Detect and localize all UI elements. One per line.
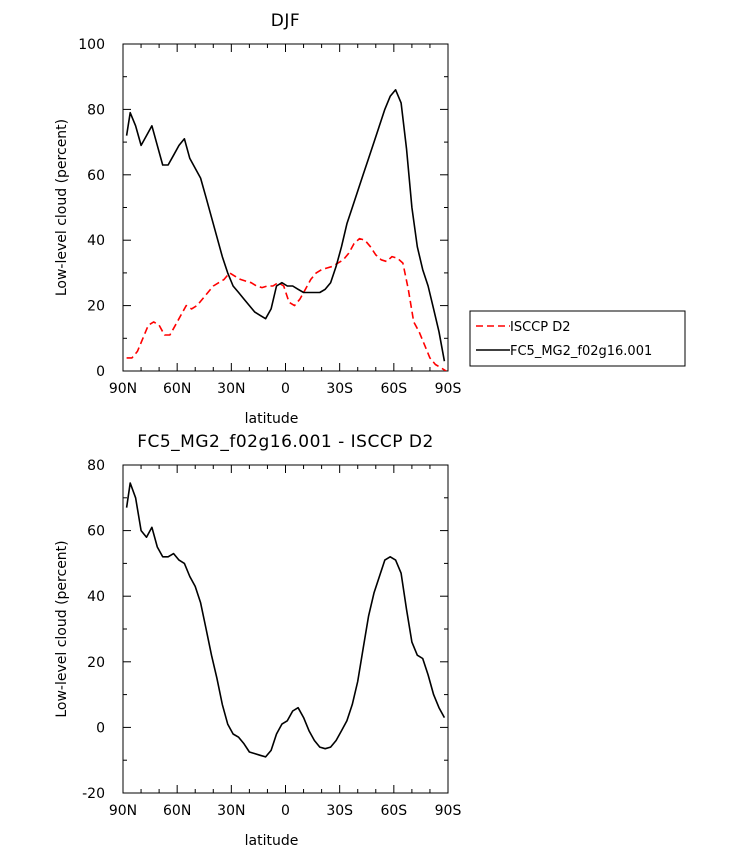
chart-title: FC5_MG2_f02g16.001 - ISCCP D2 (137, 432, 434, 452)
y-tick-label: 80 (87, 458, 105, 474)
x-tick-label: 90S (435, 803, 462, 819)
x-axis-label: latitude (245, 411, 299, 427)
y-tick-label: 20 (87, 655, 105, 671)
x-tick-label: 30N (217, 381, 245, 397)
plot-frame (122, 464, 449, 794)
y-tick-label: -20 (82, 786, 105, 802)
x-tick-label: 90N (109, 381, 137, 397)
series-line (125, 89, 446, 362)
y-axis-label: Low-level cloud (percent) (54, 119, 70, 296)
x-axis-label: latitude (245, 833, 299, 849)
series-line (125, 482, 446, 758)
legend: ISCCP D2 FC5_MG2_f02g16.001 (469, 310, 686, 367)
x-tick-label: 60N (163, 381, 191, 397)
y-tick-label: 60 (87, 168, 105, 184)
difference-panel: FC5_MG2_f02g16.001 - ISCCP D2 90N 60N 30N 0 3… (54, 432, 461, 849)
y-axis-label: Low-level cloud (percent) (54, 540, 70, 717)
series-line (126, 237, 447, 371)
y-tick-label: 80 (87, 102, 105, 118)
legend-box (469, 310, 686, 367)
legend-label: ISCCP D2 (510, 320, 571, 335)
x-tick-label: 30N (217, 803, 245, 819)
y-tick-label: 0 (96, 364, 105, 380)
y-tick-label: 40 (87, 233, 105, 249)
x-tick-label: 90N (109, 803, 137, 819)
y-tick-label: 20 (87, 299, 105, 315)
y-tick-label: 0 (96, 720, 105, 736)
y-tick-label: 100 (78, 37, 105, 53)
x-tick-label: 0 (281, 803, 290, 819)
x-tick-label: 30S (326, 803, 353, 819)
x-tick-label: 60N (163, 803, 191, 819)
y-tick-label: 40 (87, 589, 105, 605)
x-tick-label: 30S (326, 381, 353, 397)
y-tick-label: 60 (87, 524, 105, 540)
djf-panel: DJF 90N 60N 30N 0 30S 60S 90S 0 20 40 60 80 100 latitu… (54, 11, 686, 427)
legend-label: FC5_MG2_f02g16.001 (510, 344, 652, 359)
x-tick-label: 0 (281, 381, 290, 397)
plot-frame (122, 43, 449, 372)
x-tick-label: 90S (435, 381, 462, 397)
x-tick-label: 60S (380, 803, 407, 819)
x-tick-label: 60S (380, 381, 407, 397)
chart-title: DJF (271, 11, 300, 31)
